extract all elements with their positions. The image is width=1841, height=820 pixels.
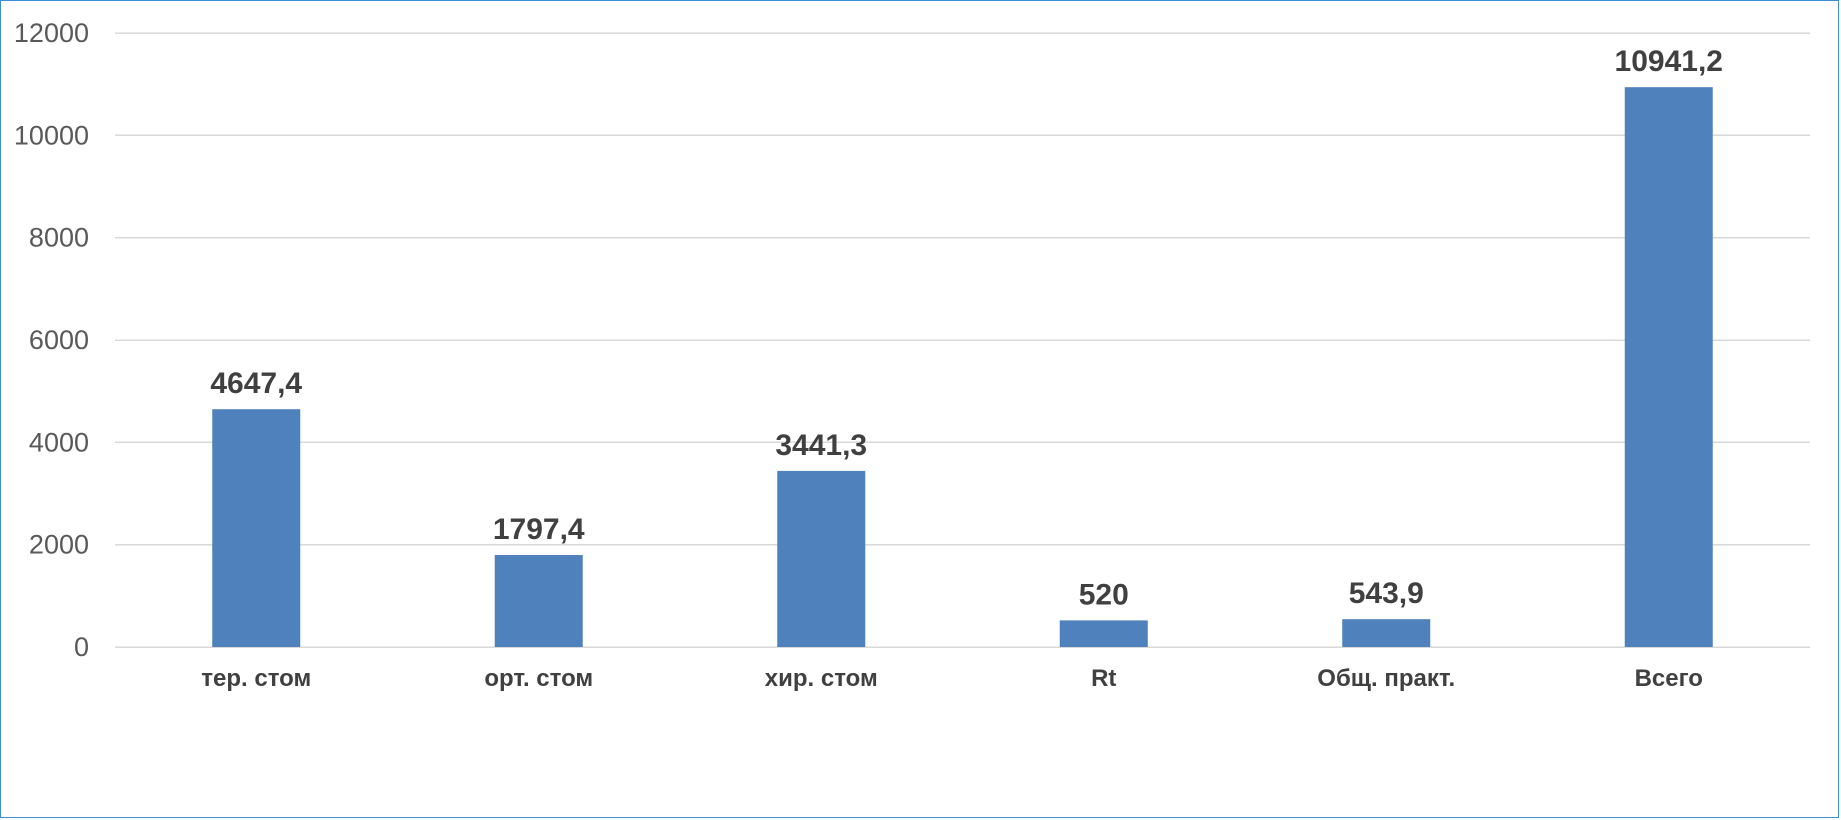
data-label: 4647,4 <box>210 367 302 400</box>
x-tick-label: тер. стом <box>201 665 311 692</box>
x-tick-label: Rt <box>1091 665 1116 692</box>
bar <box>212 409 301 647</box>
bar <box>1342 619 1431 647</box>
data-label: 10941,2 <box>1615 45 1723 78</box>
x-tick-label: Всего <box>1635 665 1703 692</box>
gridlines <box>115 32 1810 648</box>
y-tick-label: 4000 <box>29 427 89 457</box>
x-axis-ticks: тер. стом орт. стом хир. стом Rt Общ. практ.… <box>201 665 1703 692</box>
bars <box>212 87 1713 647</box>
data-label: 520 <box>1079 578 1129 611</box>
y-tick-label: 12000 <box>14 18 89 48</box>
bar <box>777 470 866 647</box>
data-label: 3441,3 <box>775 429 867 462</box>
data-label: 543,9 <box>1349 577 1424 610</box>
bar <box>1059 620 1148 647</box>
y-tick-label: 2000 <box>29 530 89 560</box>
bar <box>494 555 583 647</box>
y-tick-label: 0 <box>74 632 89 662</box>
x-tick-label: орт. стом <box>484 665 593 692</box>
y-axis-ticks: 0 2000 4000 6000 8000 10000 12000 <box>14 18 89 662</box>
data-labels: 4647,4 1797,4 3441,3 520 543,9 10941,2 <box>210 45 1723 611</box>
y-tick-label: 6000 <box>29 325 89 355</box>
y-tick-label: 8000 <box>29 223 89 253</box>
data-label: 1797,4 <box>493 513 585 546</box>
x-tick-label: хир. стом <box>765 665 878 692</box>
x-tick-label: Общ. практ. <box>1317 665 1455 692</box>
bar <box>1624 87 1713 647</box>
y-tick-label: 10000 <box>14 120 89 150</box>
